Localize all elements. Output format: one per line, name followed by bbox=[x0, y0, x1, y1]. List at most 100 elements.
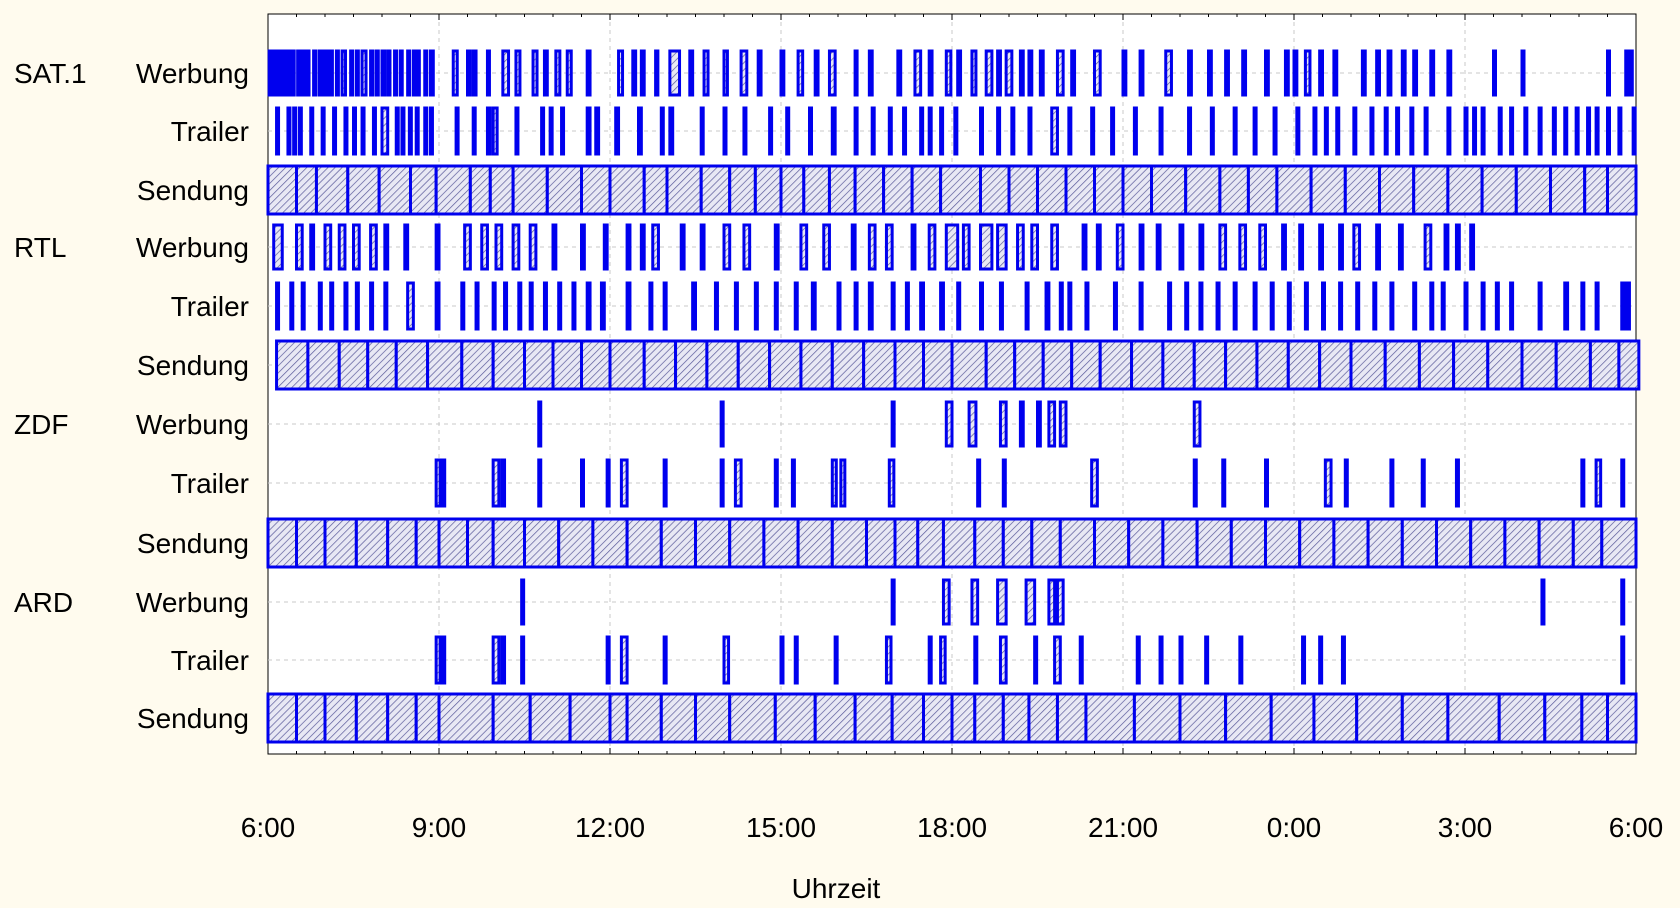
segment-trailer bbox=[662, 458, 668, 508]
segment-werbung bbox=[501, 49, 511, 97]
segment-trailer bbox=[542, 281, 548, 331]
row-9 bbox=[520, 578, 1626, 626]
segment-sendung bbox=[1588, 339, 1621, 391]
segment-trailer bbox=[491, 458, 501, 508]
segment-werbung bbox=[867, 49, 874, 97]
segment-trailer bbox=[1423, 106, 1429, 156]
segment-trailer bbox=[1318, 635, 1324, 685]
segment-sendung bbox=[414, 692, 441, 744]
segment-werbung bbox=[1454, 223, 1461, 271]
segment-sendung bbox=[1224, 339, 1259, 391]
segment-werbung bbox=[1620, 578, 1626, 626]
segment-trailer bbox=[354, 281, 360, 331]
segment-trailer bbox=[1238, 635, 1244, 685]
segment-sendung bbox=[728, 517, 766, 569]
segment-werbung bbox=[1443, 223, 1450, 271]
segment-werbung bbox=[271, 49, 277, 97]
segment-trailer bbox=[973, 635, 979, 685]
segment-sendung bbox=[1064, 164, 1096, 216]
segment-trailer bbox=[585, 106, 592, 156]
category-label: Trailer bbox=[171, 291, 249, 322]
x-tick-label: 15:00 bbox=[746, 812, 816, 843]
segment-sendung bbox=[922, 692, 954, 744]
segment-trailer bbox=[713, 281, 719, 331]
segment-trailer bbox=[471, 106, 477, 156]
segment-trailer bbox=[1420, 458, 1426, 508]
segment-sendung bbox=[1036, 164, 1068, 216]
segment-sendung bbox=[802, 164, 831, 216]
segment-werbung bbox=[514, 49, 522, 97]
segment-werbung bbox=[1540, 578, 1546, 626]
segment-trailer bbox=[1215, 281, 1221, 331]
segment-trailer bbox=[867, 281, 874, 331]
segment-werbung bbox=[1298, 223, 1305, 271]
segment-werbung bbox=[1187, 49, 1193, 97]
segment-werbung bbox=[411, 49, 417, 97]
segment-werbung bbox=[1238, 223, 1248, 271]
segment-trailer bbox=[793, 635, 799, 685]
segment-sendung bbox=[1435, 517, 1473, 569]
segment-trailer bbox=[371, 106, 377, 156]
segment-werbung bbox=[386, 49, 392, 97]
segment-trailer bbox=[1497, 106, 1503, 156]
row-8 bbox=[266, 517, 1638, 569]
segment-trailer bbox=[605, 458, 611, 508]
segment-werbung bbox=[1115, 223, 1125, 271]
segment-sendung bbox=[1412, 164, 1450, 216]
segment-trailer bbox=[434, 458, 442, 508]
segment-sendung bbox=[830, 517, 868, 569]
segment-sendung bbox=[882, 164, 914, 216]
segment-trailer bbox=[317, 281, 323, 331]
segment-sendung bbox=[1309, 164, 1347, 216]
segment-trailer bbox=[500, 635, 507, 685]
segment-werbung bbox=[1178, 223, 1185, 271]
segment-sendung bbox=[813, 692, 857, 744]
segment-trailer bbox=[1187, 106, 1193, 156]
segment-trailer bbox=[1264, 458, 1269, 508]
segment-trailer bbox=[571, 281, 577, 331]
segment-werbung bbox=[742, 223, 752, 271]
segment-sendung bbox=[523, 517, 561, 569]
segment-trailer bbox=[454, 106, 460, 156]
segment-werbung bbox=[941, 578, 951, 626]
segment-werbung bbox=[480, 223, 489, 271]
segment-werbung bbox=[290, 49, 296, 97]
segment-sendung bbox=[1446, 692, 1501, 744]
segment-trailer bbox=[1295, 106, 1301, 156]
segment-werbung bbox=[312, 49, 318, 97]
segment-werbung bbox=[927, 223, 937, 271]
segment-trailer bbox=[1301, 635, 1307, 685]
channel-label: SAT.1 bbox=[14, 58, 87, 89]
segment-trailer bbox=[904, 281, 910, 331]
row-labels: SAT.1 Werbung Trailer Sendung RTL Werbung Trai… bbox=[14, 58, 249, 734]
segment-trailer bbox=[839, 458, 847, 508]
segment-sendung bbox=[466, 517, 495, 569]
segment-werbung bbox=[884, 223, 894, 271]
segment-sendung bbox=[1264, 517, 1302, 569]
segment-sendung bbox=[1606, 692, 1638, 744]
segment-trailer bbox=[1594, 106, 1600, 156]
category-label: Trailer bbox=[171, 468, 249, 499]
segment-werbung bbox=[537, 400, 543, 448]
segment-werbung bbox=[651, 223, 660, 271]
segment-trailer bbox=[1184, 281, 1190, 331]
segment-trailer bbox=[1580, 281, 1586, 331]
segment-werbung bbox=[639, 49, 646, 97]
segment-werbung bbox=[1038, 49, 1045, 97]
segment-trailer bbox=[1620, 281, 1627, 331]
segment-trailer bbox=[329, 281, 335, 331]
segment-sendung bbox=[580, 339, 612, 391]
segment-trailer bbox=[1158, 106, 1164, 156]
segment-trailer bbox=[810, 281, 817, 331]
row-6 bbox=[537, 400, 1202, 448]
segment-trailer bbox=[902, 106, 908, 156]
segment-sendung bbox=[973, 517, 1005, 569]
segment-sendung bbox=[893, 339, 925, 391]
segment-werbung bbox=[380, 49, 387, 97]
segment-trailer bbox=[870, 106, 876, 156]
segment-trailer bbox=[659, 106, 665, 156]
segment-sendung bbox=[1229, 517, 1268, 569]
segment-werbung bbox=[890, 578, 896, 626]
segment-trailer bbox=[1135, 635, 1141, 685]
